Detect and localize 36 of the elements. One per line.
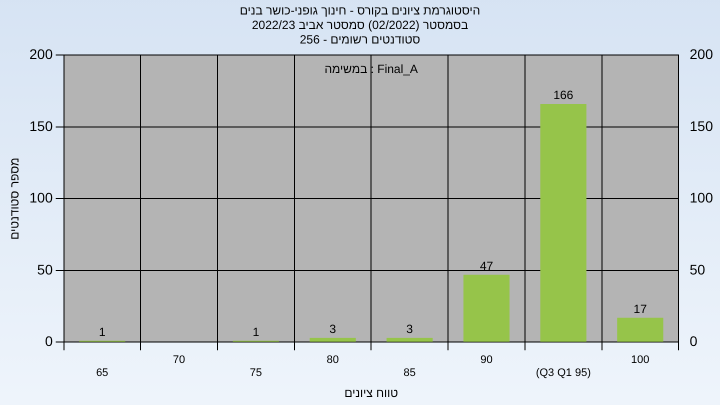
bar <box>463 274 510 342</box>
y2-tick-label: 150 <box>690 118 714 134</box>
text: בסמסטר (02/2022) סמסטר אביב 2022/23 <box>252 18 468 32</box>
data-label: 3 <box>329 322 336 336</box>
x-tick-label: (Q3 Q1 95) <box>536 367 591 380</box>
y-tick-label: 150 <box>29 118 53 134</box>
data-label: 166 <box>553 88 574 102</box>
y-axis-title: מספר סטודנטים <box>8 158 22 240</box>
annotation: במשימה : Final_A <box>324 62 418 76</box>
bar <box>540 104 586 342</box>
x-tick-label: 75 <box>250 367 262 380</box>
y2-tick-label: 200 <box>690 46 714 62</box>
bar <box>310 338 356 342</box>
y-tick-label: 0 <box>44 333 53 350</box>
x-tick-label: 85 <box>404 367 416 380</box>
x-tick-label: 65 <box>96 367 108 380</box>
text: היסטוגרמת ציונים בקורס - חינוך גופני-כושר בנים <box>240 4 480 18</box>
y-tick-label: 200 <box>29 46 53 62</box>
y-tick-label: 100 <box>29 190 53 206</box>
bar <box>617 318 664 342</box>
data-label: 47 <box>480 258 494 273</box>
x-tick-label: 70 <box>172 354 186 366</box>
y-tick-label: 50 <box>37 261 53 278</box>
y2-tick-label: 50 <box>690 261 706 278</box>
data-label: 1 <box>252 324 260 339</box>
y2-tick-label: 0 <box>690 333 698 350</box>
x-tick-label: 80 <box>326 354 339 366</box>
y2-tick-label: 100 <box>690 190 714 206</box>
text: סטודנטים רשומים - 256 <box>300 32 420 46</box>
data-label: 17 <box>634 302 648 316</box>
x-tick-label: 90 <box>480 354 493 366</box>
data-label: 3 <box>406 322 414 336</box>
data-label: 1 <box>98 324 106 339</box>
x-axis-title: טווח ציונים <box>344 386 398 400</box>
bar <box>386 338 433 342</box>
x-tick-label: 100 <box>631 354 650 366</box>
